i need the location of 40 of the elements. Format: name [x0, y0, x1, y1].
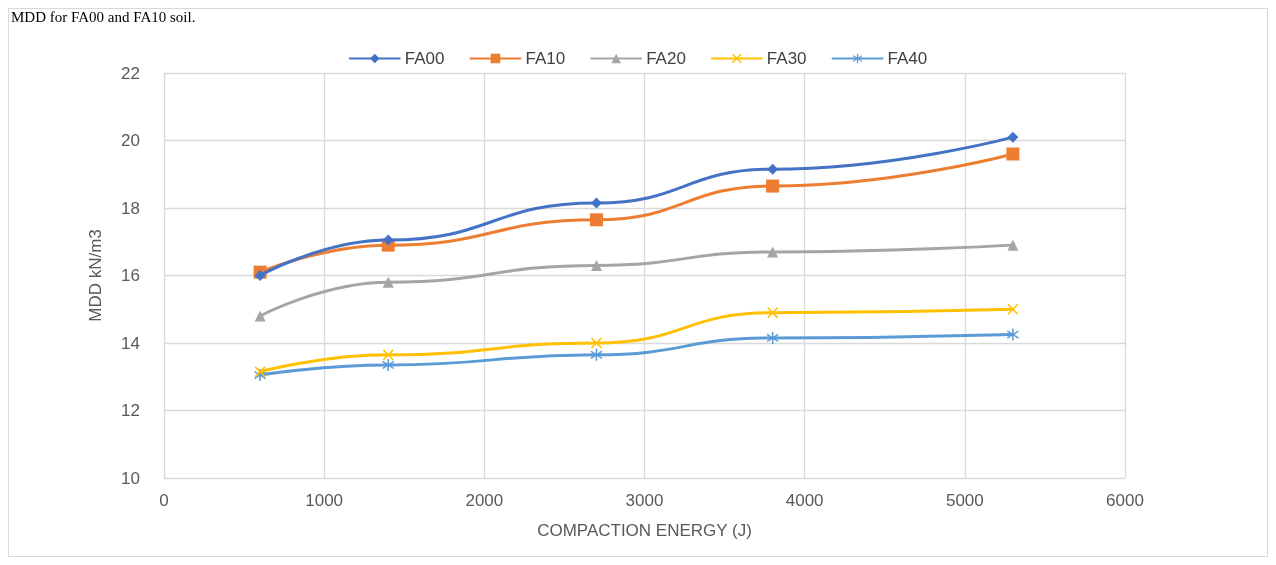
legend-label: FA00 — [404, 49, 445, 68]
x-tick-label: 1000 — [305, 491, 344, 510]
point — [1006, 147, 1020, 161]
point — [1007, 239, 1019, 251]
point — [767, 307, 779, 319]
point — [590, 348, 603, 361]
x-tick-label: 4000 — [785, 491, 824, 510]
y-tick-label: 14 — [121, 333, 140, 353]
point — [590, 337, 602, 349]
point — [1007, 303, 1019, 315]
x-tick-label: 3000 — [625, 491, 664, 510]
point — [382, 358, 395, 371]
text: MDD for FA00 and FA10 soil. — [11, 8, 196, 25]
point — [382, 349, 394, 361]
x-tick-label: 6000 — [1106, 491, 1144, 510]
point — [589, 213, 603, 227]
point — [1007, 131, 1019, 143]
point — [254, 270, 266, 281]
point — [1006, 328, 1019, 341]
legend-label: FA20 — [646, 49, 686, 68]
x-tick-label: 5000 — [945, 491, 984, 510]
y-tick-label: 22 — [121, 63, 140, 83]
y-axis-title: MDD kN/m3 — [86, 229, 105, 322]
y-tick-label: 12 — [121, 401, 140, 420]
y-tick-label: 20 — [121, 131, 140, 150]
point — [590, 259, 602, 271]
point — [254, 366, 266, 378]
y-tick-label: 10 — [121, 468, 140, 488]
legend-label: FA40 — [887, 49, 928, 68]
point — [767, 246, 779, 258]
x-axis-title: COMPACTION ENERGY (J) — [537, 521, 752, 540]
y-tick-label: 16 — [121, 266, 140, 285]
legend-label: FA10 — [525, 49, 566, 68]
y-tick-label: 18 — [121, 198, 140, 218]
x-tick-label: 2000 — [465, 491, 504, 510]
legend-label: FA30 — [766, 49, 807, 68]
x-tick-label: 0 — [159, 491, 169, 510]
point — [766, 179, 780, 193]
point — [254, 310, 266, 322]
point — [382, 276, 394, 288]
